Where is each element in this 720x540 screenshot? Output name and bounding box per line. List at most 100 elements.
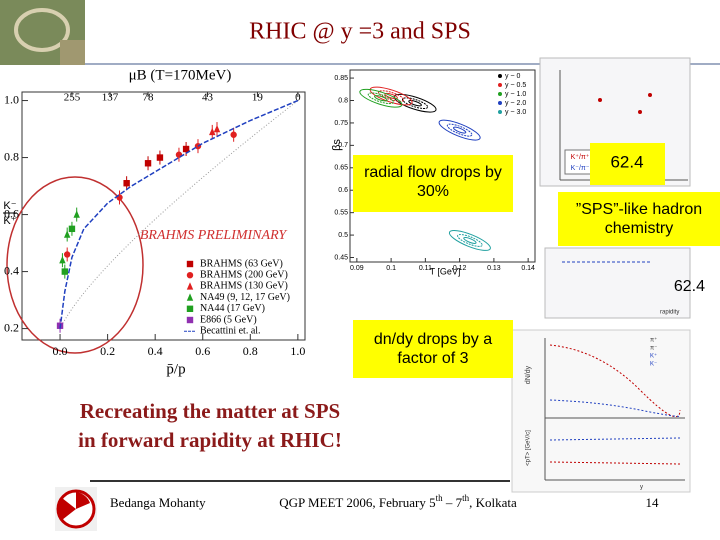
y-axis-label: K⁺ (3, 215, 16, 227)
data-point (156, 154, 164, 161)
y-tick-label: 0.7 (338, 142, 348, 149)
contour (359, 88, 403, 108)
footer-event-part: QGP MEET 2006, February 5 (279, 495, 435, 510)
spectra-inset (511, 329, 691, 493)
highlight-circle (6, 176, 144, 354)
data-point (186, 282, 194, 290)
legend-swatch (498, 110, 502, 114)
inset-x-label: y (640, 485, 643, 491)
legend-label: NA44 (17 GeV) (200, 303, 265, 314)
y-tick-label: 0.8 (338, 97, 348, 104)
data-point (186, 305, 194, 312)
data-point (209, 127, 216, 136)
inset-y-label: dN/dy (525, 365, 532, 384)
y-tick-label: 0.6 (338, 187, 348, 194)
inset-legend-text: K⁺ (650, 353, 657, 360)
y-tick-label: 0.55 (334, 209, 348, 216)
inset-x-label: rapidity (660, 310, 679, 316)
inset-legend-text: K⁻/π⁻ (571, 165, 590, 172)
inset-point (638, 110, 642, 114)
x-tick-label: 0.2 (100, 344, 115, 358)
legend-label: y ~ 0 (505, 73, 520, 80)
x2-tick-label: 19 (252, 92, 264, 104)
inset-legend-text: π⁺ (650, 337, 657, 344)
y-tick-label: 1.0 (4, 92, 19, 106)
note-box (590, 143, 665, 185)
x2-axis-label: μB (T=170MeV) (129, 67, 232, 83)
legend-label: E866 (5 GeV) (200, 314, 257, 325)
annotation: BRAHMS PRELIMINARY (140, 228, 289, 243)
legend-swatch (498, 74, 502, 78)
plot-frame (21, 91, 306, 341)
note: radial flow drops by 30% (364, 164, 502, 200)
x2-tick-label: 137 (102, 92, 119, 104)
y-tick-label: 0.8 (4, 149, 19, 163)
data-point (186, 260, 194, 268)
y-tick-label: 0.85 (334, 75, 348, 82)
contour (393, 93, 437, 113)
x-tick-label: 0.1 (386, 265, 396, 272)
note: dn/dy drops by a factor of 3 (374, 331, 492, 367)
x-axis-label: T [GeV] (430, 266, 461, 276)
x-tick-label: 0.8 (243, 344, 258, 358)
legend-label: Becattini et. al. (200, 325, 261, 336)
x2-tick-label: 0 (295, 92, 301, 104)
data-point (186, 272, 194, 279)
footer-page: 14 (646, 495, 660, 510)
footer-author: Bedanga Mohanty (110, 495, 206, 510)
y-tick-label: 0.65 (334, 165, 348, 172)
y-axis-label: βs (331, 139, 343, 151)
legend-swatch (498, 83, 502, 87)
contour (378, 90, 405, 102)
footer-event-part: th (462, 493, 470, 503)
inset-curve (549, 399, 681, 417)
legend-label: y ~ 3.0 (505, 109, 526, 116)
contour (384, 92, 398, 100)
data-point (116, 194, 123, 201)
data-point (230, 131, 237, 138)
contour (401, 97, 429, 110)
inset-legend-text: K⁺/π⁺ (571, 154, 590, 161)
data-point (186, 316, 194, 324)
x-tick-label: 0.6 (195, 344, 210, 358)
contour (367, 92, 394, 105)
data-point (68, 225, 76, 233)
legend-label: y ~ 1.0 (505, 91, 526, 98)
logo-mark (57, 492, 90, 520)
photo-ring (14, 8, 70, 52)
contour (438, 119, 481, 141)
x-tick-label: 0.4 (148, 344, 163, 358)
footer-event-part: th (436, 493, 444, 503)
data-point (123, 180, 130, 187)
data-point (61, 268, 69, 275)
contour (448, 230, 491, 251)
x2-tick-label: 43 (202, 92, 214, 104)
y-tick-label: 0.45 (334, 254, 348, 261)
x-tick-label: 0.12 (453, 265, 467, 272)
x-tick-label: 0.14 (521, 265, 535, 272)
inset-curve (549, 461, 681, 465)
legend-label: BRAHMS (63 GeV) (200, 258, 283, 269)
data-point (213, 124, 221, 133)
body-line: Recreating the matter at SPS (80, 399, 341, 423)
note-box (353, 320, 513, 378)
y-tick-label: 0.4 (4, 263, 19, 277)
y-tick-label: 0.5 (338, 232, 348, 239)
note: 62.4 (674, 278, 705, 295)
inset-point (598, 98, 602, 102)
legend-label: BRAHMS (200 GeV) (200, 269, 288, 280)
x2-tick-label: 255 (64, 92, 81, 104)
contour (452, 126, 467, 134)
x-tick-label: 0.0 (53, 344, 68, 358)
data-point (63, 251, 71, 258)
note: ”SPS”-like hadron chemistry (576, 201, 702, 237)
note-box (353, 155, 513, 212)
x-tick-label: 0.11 (419, 265, 432, 272)
legend-swatch (498, 101, 502, 105)
x-tick-label: 0.13 (487, 265, 501, 272)
data-point (144, 160, 152, 167)
legend-label: BRAHMS (130 GeV) (200, 281, 288, 292)
contour (446, 123, 473, 137)
